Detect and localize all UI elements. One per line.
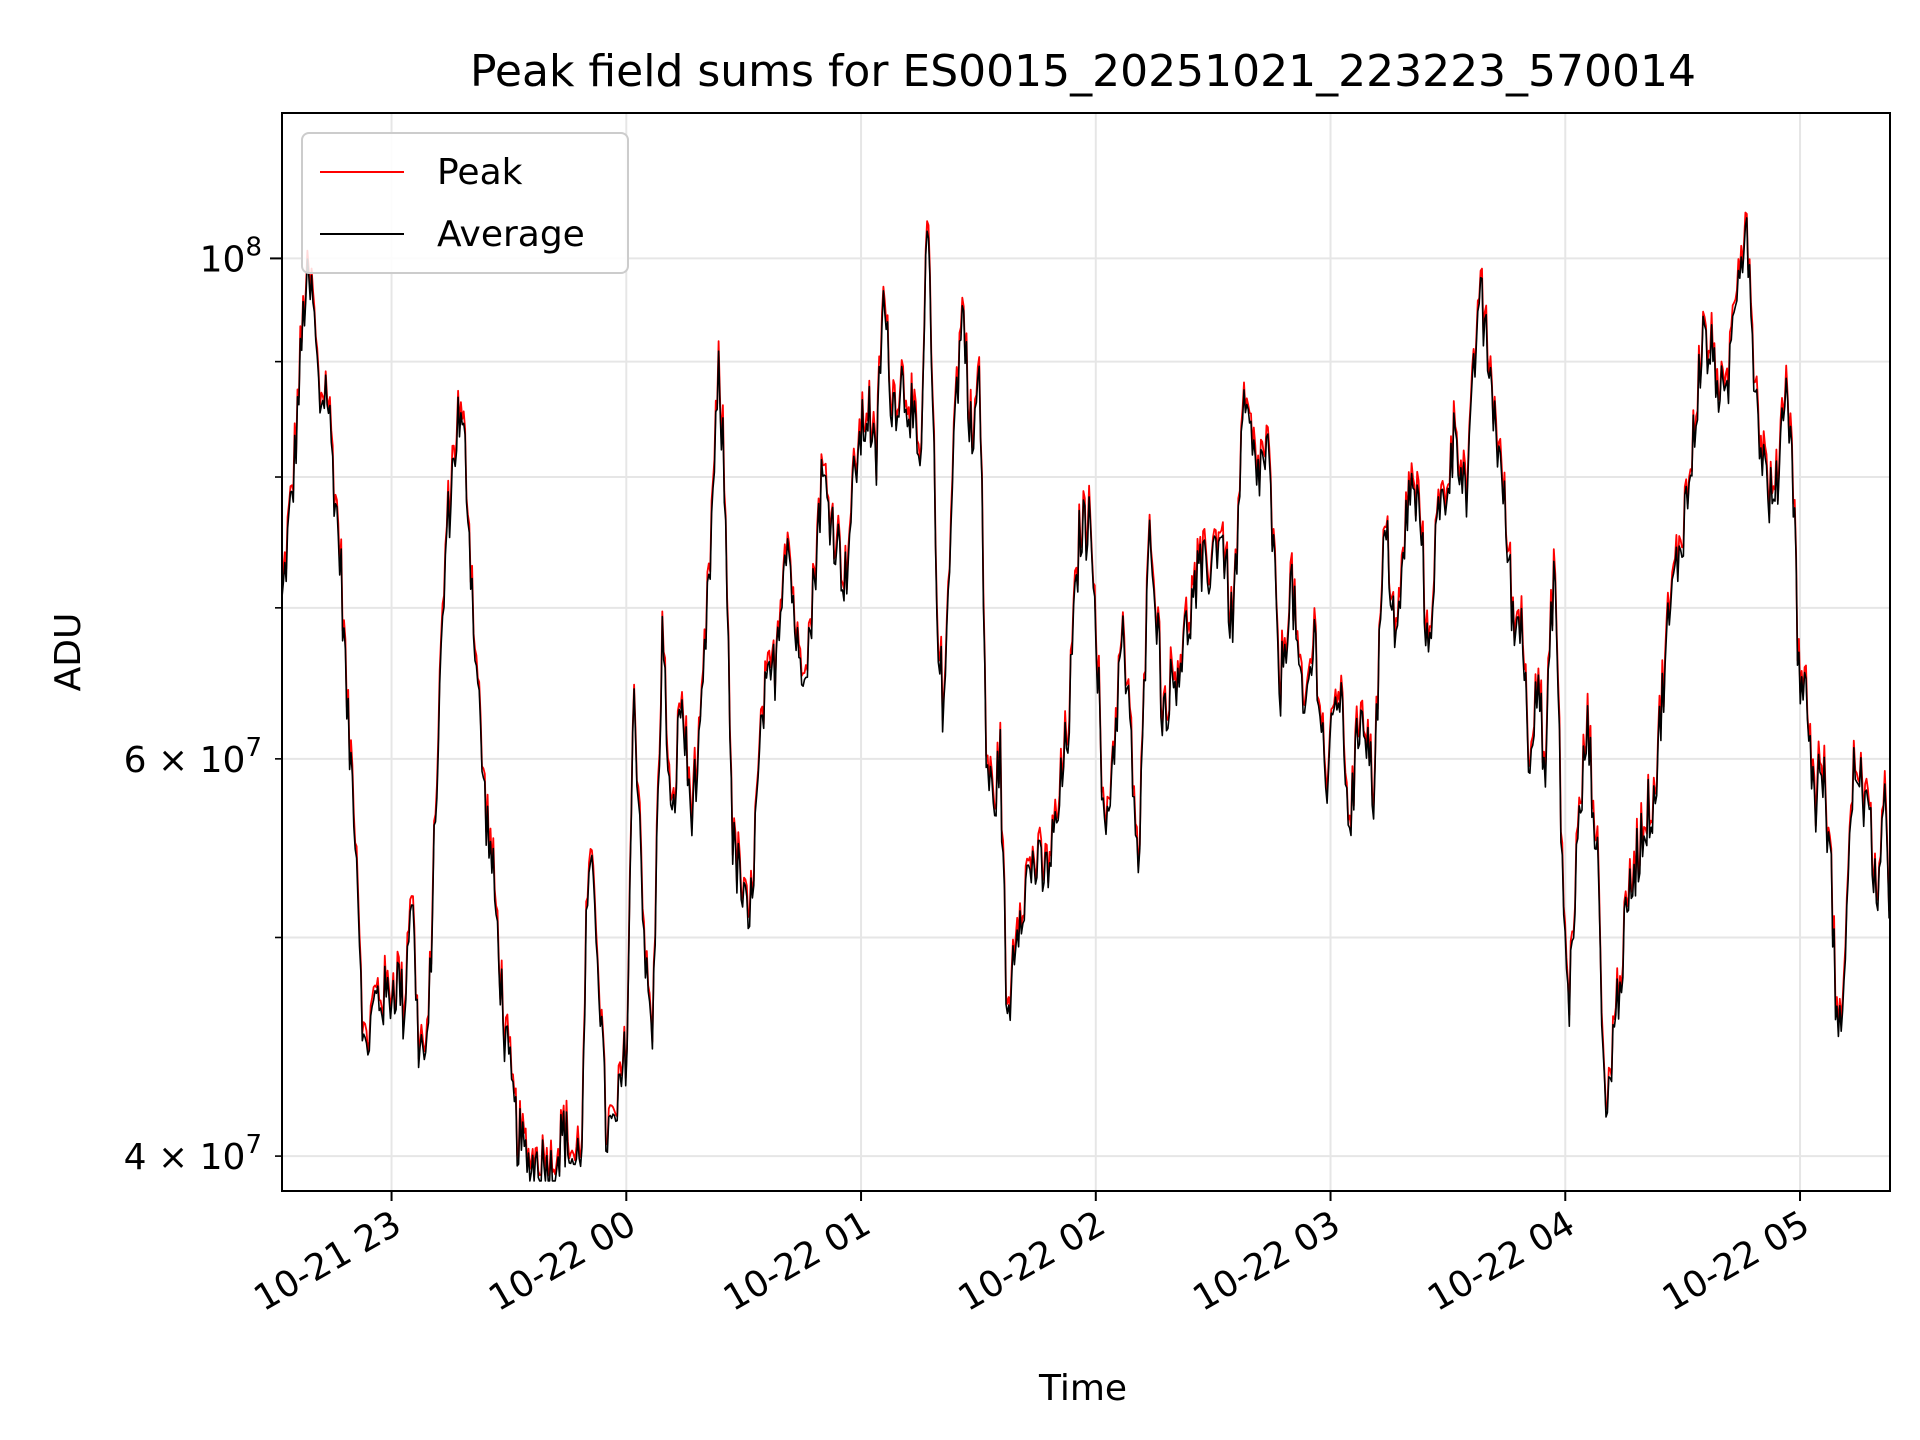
y-tick-label-exponent: 8 [245, 232, 262, 262]
y-minor-tick-label-base: 10 [200, 1137, 246, 1178]
legend-box [301, 132, 629, 274]
grid-lines [282, 113, 1890, 1191]
y-minor-tick-label-base: 10 [200, 740, 246, 781]
y-minor-tick-label-exponent: 7 [245, 733, 262, 763]
x-axis-label: Time [1038, 1368, 1127, 1409]
legend-average-label: Average [437, 214, 585, 255]
series-average-line [281, 217, 1890, 1182]
series-lines [281, 211, 1890, 1182]
chart-title: Peak field sums for ES0015_20251021_2232… [470, 46, 1696, 97]
legend: Peak Average [301, 132, 629, 274]
y-tick-label: 108 [200, 232, 262, 280]
y-axis-label: ADU [48, 613, 89, 692]
y-minor-tick-label: 6 × 107 [124, 733, 262, 781]
plot-frame [281, 112, 1891, 1192]
y-minor-tick-label: 4 × 107 [124, 1130, 262, 1178]
legend-peak-label: Peak [437, 152, 523, 193]
y-tick-label-base: 10 [200, 239, 246, 280]
y-minor-tick-label-prefix: 4 × [124, 1137, 200, 1178]
y-minor-tick-label-prefix: 6 × [124, 740, 200, 781]
y-minor-tick-label-exponent: 7 [245, 1130, 262, 1160]
